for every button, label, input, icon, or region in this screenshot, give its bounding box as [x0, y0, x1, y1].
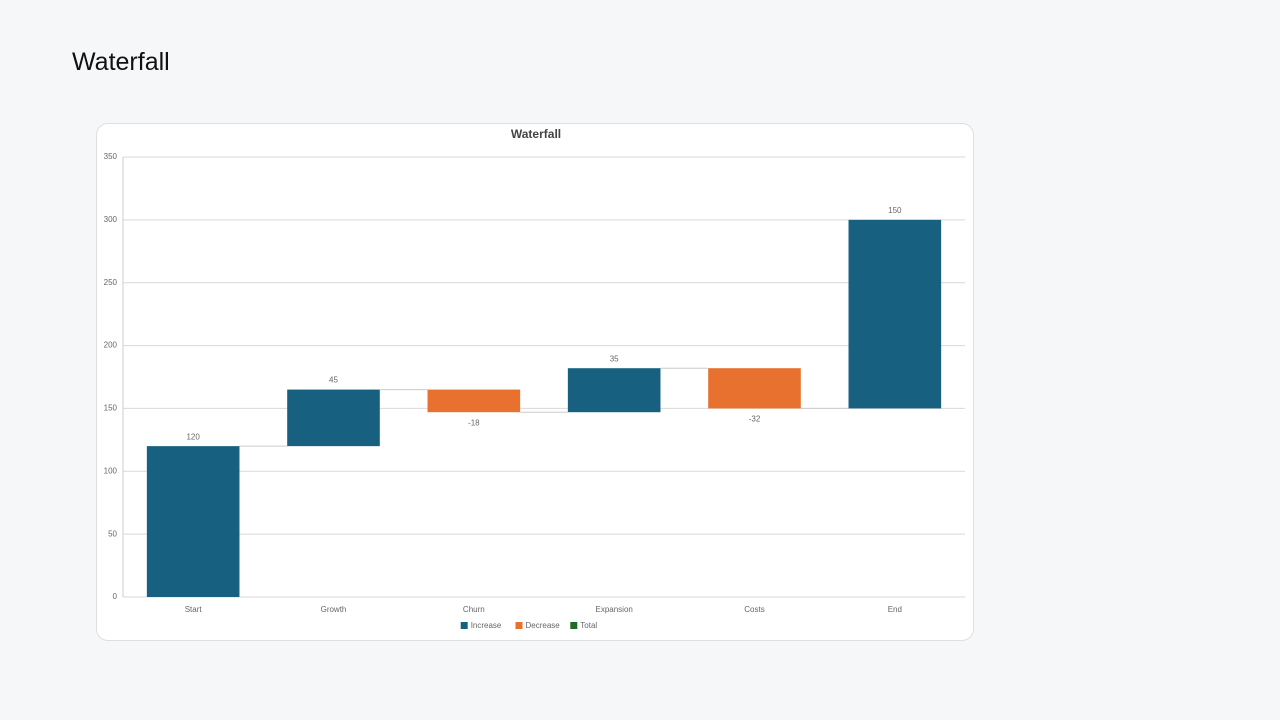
value-label: 45	[329, 376, 338, 385]
value-label: -32	[749, 415, 761, 424]
legend-swatch	[460, 622, 468, 629]
chart-card	[96, 123, 974, 641]
bar	[427, 389, 521, 413]
x-tick-label: Expansion	[595, 605, 632, 614]
x-tick-label: Churn	[463, 605, 485, 614]
legend-swatch	[515, 622, 523, 629]
legend-swatch	[570, 622, 578, 629]
y-tick-label: 150	[104, 404, 118, 413]
value-label: 150	[888, 206, 902, 215]
bar	[708, 368, 801, 409]
y-tick-label: 0	[113, 592, 118, 601]
value-label: 120	[186, 432, 200, 441]
y-tick-label: 200	[104, 341, 118, 350]
y-tick-label: 300	[104, 215, 118, 224]
legend-label: Increase	[471, 621, 502, 630]
x-tick-label: End	[888, 605, 902, 614]
y-tick-label: 50	[108, 529, 117, 538]
y-tick-label: 100	[104, 466, 118, 475]
bar	[848, 219, 942, 409]
y-tick-label: 350	[104, 152, 118, 161]
x-tick-label: Growth	[321, 605, 347, 614]
legend-label: Decrease	[526, 621, 561, 630]
value-label: 35	[610, 354, 619, 363]
value-label: -18	[468, 418, 480, 427]
legend-label: Total	[580, 621, 597, 630]
page-title: Waterfall	[72, 48, 170, 76]
bar	[287, 389, 380, 447]
x-tick-label: Costs	[744, 605, 764, 614]
bar	[567, 368, 661, 413]
bar	[146, 446, 240, 597]
chart-title: Waterfall	[511, 127, 561, 141]
x-tick-label: Start	[185, 605, 203, 614]
y-tick-label: 250	[104, 278, 118, 287]
